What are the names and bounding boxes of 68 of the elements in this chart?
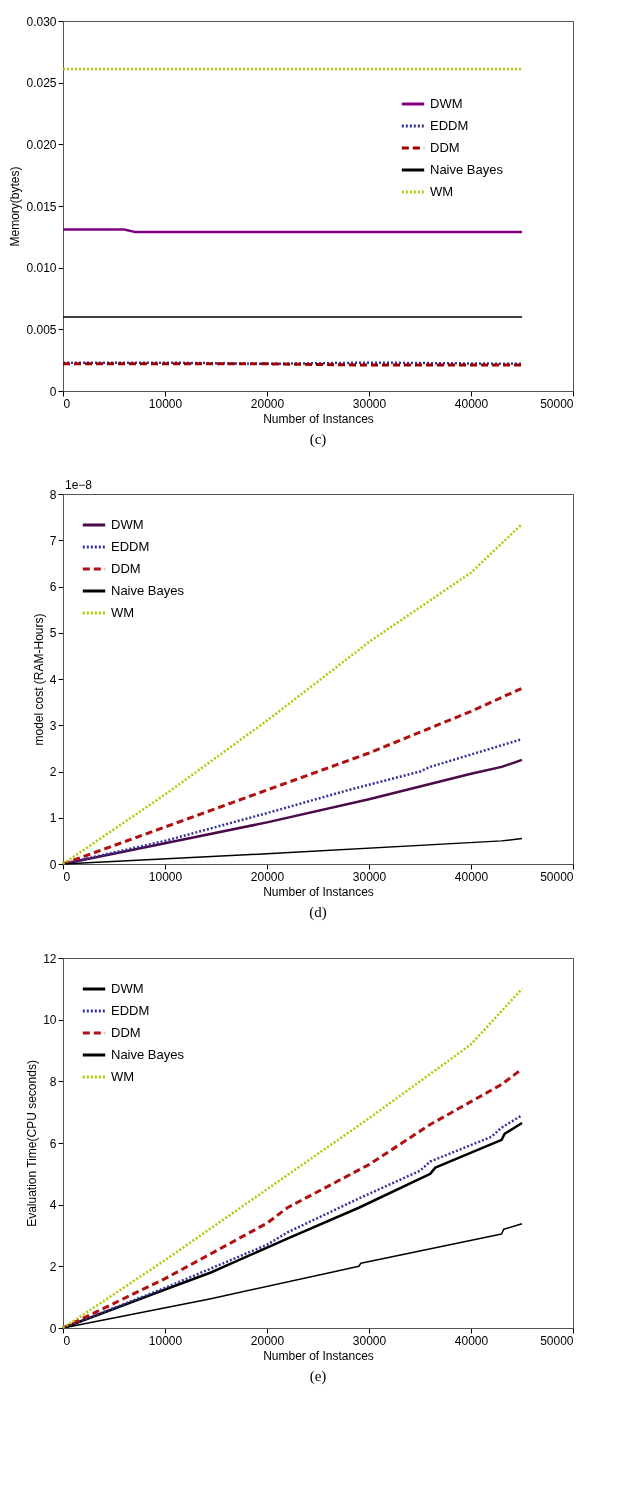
x-tick-label: 20000 xyxy=(250,1333,285,1348)
x-tick-label: 0 xyxy=(63,869,71,884)
y-tick-label: 0.015 xyxy=(26,199,57,214)
text: 1e−8 xyxy=(65,478,93,492)
x-tick-label: 20000 xyxy=(250,396,285,411)
x-tick-label: 10000 xyxy=(148,869,183,884)
x-tick-label: 10000 xyxy=(148,396,183,411)
legend-label: DWM xyxy=(111,517,144,532)
y-tick-label: 0.025 xyxy=(26,76,57,91)
legend-label: WM xyxy=(430,184,454,199)
x-tick-label: 50000 xyxy=(540,1333,574,1348)
y-tick-label: 4 xyxy=(49,1198,57,1213)
y-tick-label: 0 xyxy=(49,384,57,399)
x-tick-label: 0 xyxy=(63,396,71,411)
y-tick-label: 3 xyxy=(49,718,57,733)
text: (d) xyxy=(309,904,327,921)
legend-label: WM xyxy=(111,1069,135,1084)
legend-label: DWM xyxy=(111,981,144,996)
y-axis-title: Evaluation Time(CPU seconds) xyxy=(25,1060,40,1227)
y-tick-label: 0 xyxy=(49,1321,57,1336)
y-tick-label: 6 xyxy=(49,1136,57,1151)
x-tick-label: 10000 xyxy=(148,1333,183,1348)
y-tick-label: 0.020 xyxy=(26,137,57,152)
legend-label: WM xyxy=(111,605,135,620)
x-axis-title: Number of Instances xyxy=(263,884,374,899)
y-tick-label: 4 xyxy=(49,672,57,687)
legend-label: EDDM xyxy=(111,1003,150,1018)
y-tick-label: 12 xyxy=(43,951,57,966)
x-tick-label: 50000 xyxy=(540,396,574,411)
line-series xyxy=(61,686,524,866)
y-axis-title: Memory(bytes) xyxy=(8,166,23,247)
x-tick-label: 30000 xyxy=(352,396,387,411)
x-tick-label: 30000 xyxy=(352,869,387,884)
x-tick-label: 20000 xyxy=(250,869,285,884)
legend-label: DWM xyxy=(430,96,463,111)
legend-label: DDM xyxy=(111,1025,141,1040)
legend-label: EDDM xyxy=(430,118,469,133)
y-tick-label: 10 xyxy=(43,1013,57,1028)
y-tick-label: 8 xyxy=(49,1074,57,1089)
x-tick-label: 0 xyxy=(63,1333,71,1348)
y-tick-label: 5 xyxy=(49,626,57,641)
text: (e) xyxy=(309,1368,327,1385)
x-tick-label: 30000 xyxy=(352,1333,387,1348)
y-axis-title: model cost (RAM-Hours) xyxy=(31,613,46,746)
y-tick-label: 6 xyxy=(49,580,57,594)
y-tick-label: 2 xyxy=(49,1259,57,1274)
line-series xyxy=(61,522,524,866)
y-tick-label: 2 xyxy=(49,765,57,779)
legend-label: DDM xyxy=(111,561,141,576)
y-tick-label: 1 xyxy=(49,811,57,826)
y-tick-label: 8 xyxy=(49,487,57,502)
x-axis-title: Number of Instances xyxy=(263,411,374,426)
legend-label: Naive Bayes xyxy=(111,1047,185,1062)
legend-label: EDDM xyxy=(111,539,150,554)
y-tick-label: 0.030 xyxy=(26,14,57,29)
y-tick-label: 0.010 xyxy=(26,261,57,276)
legend-label: Naive Bayes xyxy=(430,162,504,177)
x-tick-label: 40000 xyxy=(454,869,489,884)
y-tick-label: 0 xyxy=(49,857,57,872)
legend-label: Naive Bayes xyxy=(111,583,185,598)
x-axis-title: Number of Instances xyxy=(263,1348,374,1363)
x-tick-label: 40000 xyxy=(454,396,489,411)
text: (c) xyxy=(309,431,327,448)
legend-label: DDM xyxy=(430,140,460,155)
x-tick-label: 40000 xyxy=(454,1333,489,1348)
y-tick-label: 7 xyxy=(49,533,57,548)
y-tick-label: 0.005 xyxy=(26,322,57,337)
x-tick-label: 50000 xyxy=(540,869,574,884)
